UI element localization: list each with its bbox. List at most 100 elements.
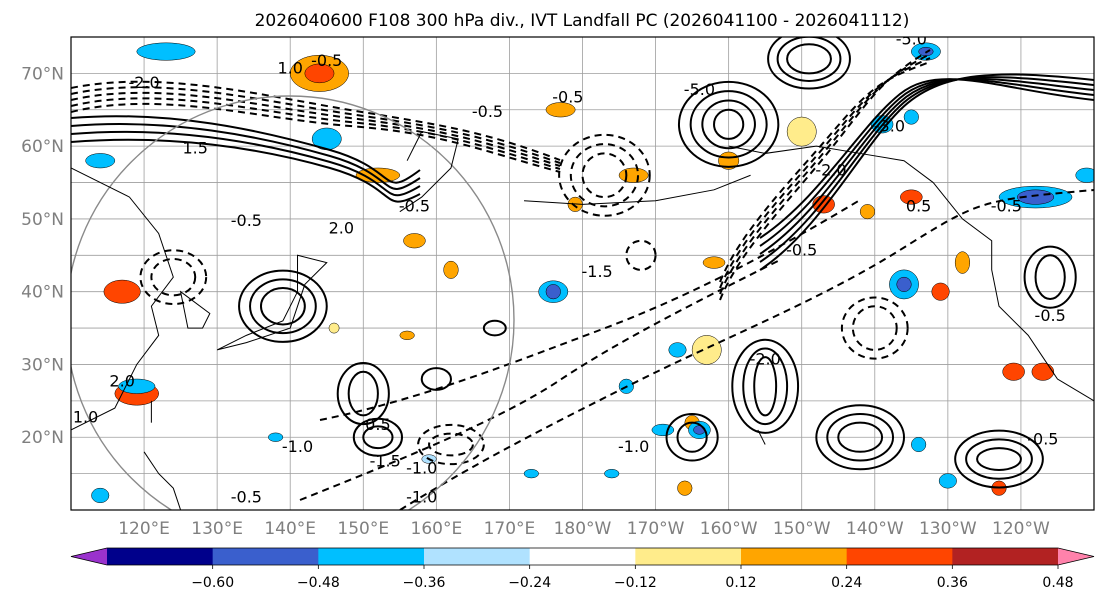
divergence-blob [786, 116, 817, 147]
colorbar-extend-low [71, 548, 107, 565]
positive-contour [976, 447, 1022, 471]
contour-label: 2.0 [109, 371, 134, 390]
colorbar-segment [952, 548, 1059, 565]
negative-contour [299, 259, 781, 501]
divergence-blob [1075, 167, 1094, 183]
coastline [71, 167, 174, 431]
colorbar-segment [846, 548, 953, 565]
latitude-label: 20°N [21, 428, 64, 448]
positive-contour [965, 438, 1033, 480]
divergence-blob [545, 284, 561, 300]
longitude-label: 160°E [411, 519, 463, 539]
longitude-label: 130°E [191, 519, 243, 539]
colorbar-tick-label: 0.36 [937, 575, 968, 591]
contour-label: 0.5 [365, 415, 390, 434]
positive-contour [759, 78, 1094, 247]
negative-contour [417, 423, 485, 466]
colorbar-tick-label: 0.48 [1042, 575, 1073, 591]
positive-contour [815, 404, 906, 471]
contour-label: -0.5 [311, 51, 342, 70]
positive-contour [759, 77, 1094, 255]
divergence-blob [668, 342, 687, 358]
longitude-label: 150°E [337, 519, 389, 539]
positive-contour [352, 417, 404, 457]
positive-contour [837, 421, 884, 453]
divergence-blob [399, 330, 415, 340]
positive-contour [676, 421, 708, 453]
graticule [71, 37, 1094, 510]
positive-contour [71, 130, 421, 197]
colorbar-segment [107, 548, 214, 565]
divergence-blob [900, 189, 923, 205]
divergence-blob [1002, 362, 1025, 381]
map-title: 2026040600 F108 300 hPa div., IVT Landfa… [255, 11, 910, 31]
contour-label: -2.0 [750, 349, 781, 368]
divergence-blob [545, 102, 576, 118]
coastlines [71, 131, 1094, 510]
divergence-blob [954, 251, 971, 274]
negative-contour [569, 143, 640, 208]
colorbar-tick-label: −0.24 [508, 575, 551, 591]
colorbar-tick-label: −0.60 [191, 575, 234, 591]
contour-label: 1.0 [73, 408, 98, 427]
positive-contour [1023, 245, 1077, 309]
coastline [728, 145, 934, 183]
divergence-blob [938, 473, 957, 489]
coastline [757, 429, 766, 445]
longitude-labels: 120°E 130°E 140°E 150°E 160°E 170°E 180°W 170°W… [118, 519, 1050, 539]
latitude-label: 60°N [21, 137, 64, 157]
negative-contour [71, 91, 561, 167]
contour-label: -0.5 [231, 211, 262, 230]
contour-label: 2.0 [329, 218, 354, 237]
longitude-label: 140°E [264, 519, 316, 539]
coastline [524, 174, 751, 205]
longitude-label: 170°E [484, 519, 536, 539]
positive-contour [731, 338, 800, 434]
contour-label: -0.5 [1027, 430, 1058, 449]
contour-label: -3.0 [874, 117, 905, 136]
positive-contour [826, 412, 895, 462]
negative-contour [625, 239, 657, 271]
coastline [216, 254, 328, 351]
contour-labels: -2.0 1.0 1.5 -0.5 -0.5 -2.0 -0.5 -0.5 -5.0 -5.0 -2… [73, 22, 1066, 507]
colorbar-segment [529, 548, 636, 565]
divergence-blob [443, 260, 459, 279]
positive-contour [759, 78, 1094, 239]
colorbar-extend-high [1058, 548, 1094, 565]
longitude-label: 160°W [700, 519, 758, 539]
positive-contour [776, 37, 842, 82]
positive-contour [742, 347, 789, 426]
longitude-label: 130°W [919, 519, 977, 539]
contour-label: -2.0 [128, 73, 159, 92]
divergence-blob [103, 279, 141, 304]
divergence-blob [677, 480, 693, 496]
positive-contour [759, 73, 1094, 271]
divergence-blob [702, 256, 726, 269]
divergence-blob [85, 153, 116, 169]
negative-contour [851, 305, 898, 351]
colorbar-tick-label: 0.12 [725, 575, 756, 591]
coastline [143, 451, 182, 510]
colorbar-segment [424, 548, 531, 565]
divergence-blob [136, 42, 196, 61]
divergence-blob [859, 204, 876, 220]
positive-contour [767, 37, 851, 90]
positive-contour [362, 425, 394, 450]
negative-contour [581, 152, 628, 199]
colorbar-segment [212, 548, 319, 565]
positive-contour [759, 76, 1094, 263]
divergence-blob [691, 335, 722, 365]
positive-contour [1034, 254, 1066, 300]
colorbar-tick-label: −0.36 [403, 575, 446, 591]
latitude-label: 40°N [21, 283, 64, 303]
contour-label: -1.5 [582, 262, 613, 281]
contour-label: -2.0 [399, 22, 430, 41]
contour-label: 1.5 [182, 138, 207, 157]
negative-contour [399, 189, 1094, 510]
positive-contour [420, 367, 452, 391]
contour-label: -5.0 [896, 29, 927, 48]
positive-contour [71, 115, 421, 184]
negative-contour [319, 199, 861, 421]
latitude-label: 70°N [21, 64, 64, 84]
divergence-blob [403, 233, 426, 249]
